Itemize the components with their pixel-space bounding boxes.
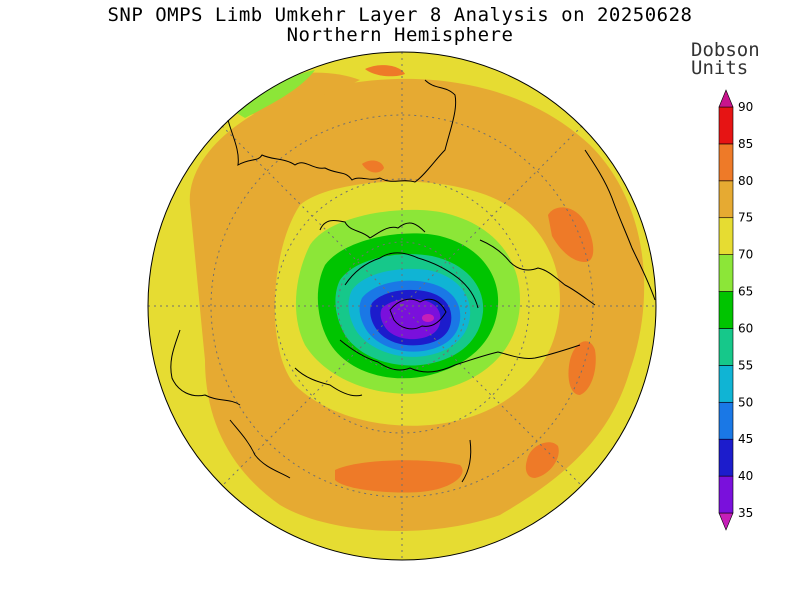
map-subtitle: Northern Hemisphere bbox=[286, 24, 514, 46]
colorbar-bin bbox=[718, 512, 734, 531]
hemisphere-border bbox=[147, 51, 657, 561]
colorbar-bin bbox=[718, 438, 734, 477]
colorbar-bin bbox=[718, 401, 734, 440]
colorbar-bin bbox=[718, 89, 734, 108]
colorbar-tick-label: 40 bbox=[738, 469, 753, 483]
colorbar-bin bbox=[718, 254, 734, 292]
colorbar-tick-label: 80 bbox=[738, 174, 753, 188]
colorbar-bin bbox=[718, 143, 734, 182]
colorbar: 35 40 45 50 55 60 65 70 75 80 85 90 bbox=[718, 89, 753, 531]
colorbar-tick-label: 65 bbox=[738, 285, 753, 299]
colorbar-tick-label: 60 bbox=[738, 321, 753, 335]
graticule bbox=[148, 52, 656, 560]
colorbar-units-line2: Units bbox=[691, 57, 749, 79]
colorbar-tick-label: 85 bbox=[738, 137, 753, 151]
colorbar-tick-label: 55 bbox=[738, 358, 753, 372]
colorbar-bin bbox=[718, 291, 734, 329]
colorbar-tick-label: 90 bbox=[738, 100, 753, 114]
colorbar-units-line1: Dobson bbox=[691, 39, 760, 61]
colorbar-bin bbox=[718, 475, 734, 514]
colorbar-bin bbox=[718, 365, 734, 403]
ozone-field bbox=[148, 52, 656, 560]
coastlines bbox=[170, 79, 656, 483]
colorbar-tick-label: 50 bbox=[738, 395, 753, 409]
map-title: SNP OMPS Limb Umkehr Layer 8 Analysis on… bbox=[107, 4, 693, 26]
colorbar-tick-label: 70 bbox=[738, 248, 753, 262]
colorbar-bin bbox=[718, 180, 734, 219]
colorbar-bin bbox=[718, 328, 734, 366]
colorbar-tick-label: 35 bbox=[738, 506, 753, 520]
colorbar-bin bbox=[718, 106, 734, 145]
colorbar-bin bbox=[718, 217, 734, 255]
colorbar-tick-label: 45 bbox=[738, 432, 753, 446]
colorbar-tick-label: 75 bbox=[738, 211, 753, 225]
